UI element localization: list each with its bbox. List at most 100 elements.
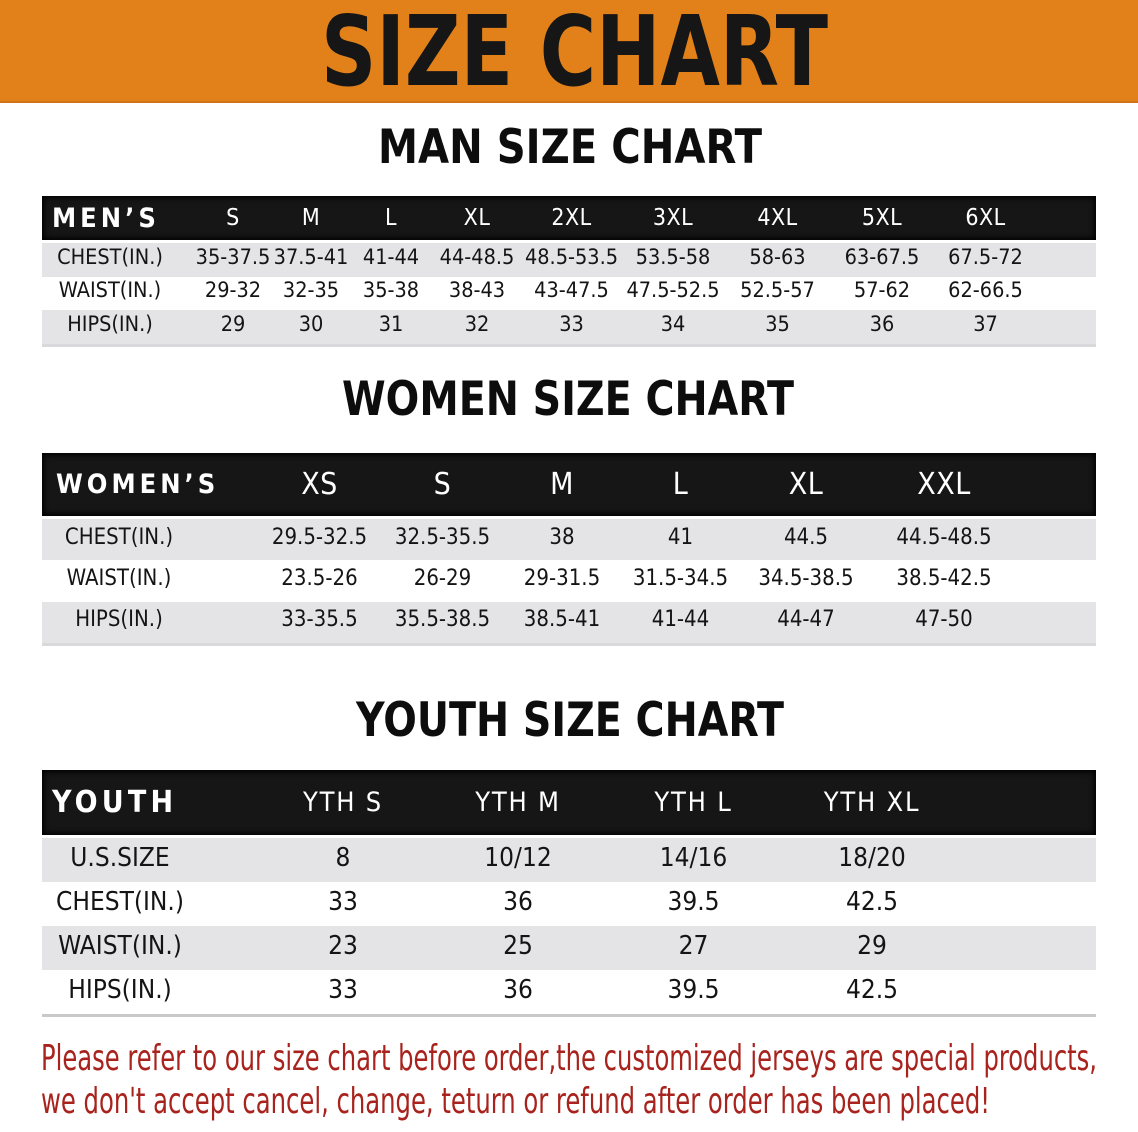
women-hips-row-label: HIPS(IN.) (75, 607, 163, 633)
youth-hips-value: 39.5 (667, 974, 720, 1005)
men-size-column-header: L (384, 205, 398, 231)
women-waist-value: 38.5-42.5 (896, 565, 992, 591)
men-size-column-header: 5XL (861, 205, 903, 231)
youth-size-column-header: YTH XL (823, 787, 921, 818)
women-hips-value: 41-44 (651, 607, 710, 633)
youth-size-column-header: YTH S (302, 787, 384, 818)
youth-waist-value: 29 (857, 930, 887, 961)
men-header-filler (1037, 196, 1096, 240)
men-hips-value: 31 (378, 312, 404, 338)
women-row-filler (1016, 558, 1096, 599)
women-table-bottom-edge (42, 643, 1096, 646)
men-row-filler (1037, 308, 1096, 342)
women-chest-value: 44.5-48.5 (896, 524, 992, 550)
men-hips-row-label: HIPS(IN.) (67, 312, 153, 338)
youth-hips-value: 36 (503, 974, 533, 1005)
youth-us-size-row-label: U.S.SIZE (70, 842, 170, 873)
youth-row-filler (962, 836, 1096, 880)
men-size-column-header: M (301, 205, 321, 231)
men-table-corner-label: MEN’S (52, 202, 160, 234)
men-hips-value: 37 (973, 312, 998, 338)
women-waist-value: 26-29 (413, 565, 472, 591)
youth-chest-row-label: CHEST(IN.) (56, 886, 184, 917)
women-chest-row: CHEST(IN.) 29.5-32.5 32.5-35.5 38 41 44.… (42, 517, 1096, 561)
youth-header-gap (42, 835, 1096, 838)
youth-hips-value: 42.5 (845, 974, 899, 1005)
women-row-filler (1016, 517, 1096, 558)
men-chest-value: 35-37.5 (195, 244, 271, 270)
men-chest-row: CHEST(IN.) 35-37.5 37.5-41 41-44 44-48.5… (42, 243, 1096, 277)
men-waist-value: 43-47.5 (534, 278, 609, 304)
men-chest-value: 53.5-58 (635, 244, 711, 270)
men-waist-value: 52.5-57 (740, 278, 815, 304)
men-size-column-header: XL (463, 205, 491, 231)
men-size-table: MEN’S S M L XL 2XL 3XL 4XL 5XL 6XL CHEST… (42, 196, 1096, 344)
men-hips-value: 36 (869, 312, 895, 338)
women-hips-row: HIPS(IN.) 33-35.5 35.5-38.5 38.5-41 41-4… (42, 599, 1096, 643)
men-waist-value: 47.5-52.5 (626, 278, 720, 304)
men-hips-value: 34 (660, 312, 686, 338)
youth-table-header-row: YOUTH YTH S YTH M YTH L YTH XL (42, 770, 1096, 835)
men-chest-value: 41-44 (362, 244, 420, 270)
youth-row-filler (962, 880, 1096, 924)
youth-us-size-value: 18/20 (838, 842, 906, 873)
men-size-column-header: 6XL (965, 205, 1006, 231)
women-waist-value: 31.5-34.5 (632, 565, 729, 591)
women-hips-value: 44-47 (777, 607, 835, 633)
men-chest-value: 63-67.5 (844, 244, 920, 270)
men-size-column-header: S (226, 205, 240, 231)
youth-chest-value: 33 (328, 886, 358, 917)
men-table-bottom-edge (42, 344, 1096, 347)
youth-hips-value: 33 (328, 974, 358, 1005)
youth-size-table: YOUTH YTH S YTH M YTH L YTH XL U.S.SIZE … (42, 770, 1096, 1014)
men-waist-row-label: WAIST(IN.) (58, 278, 162, 304)
youth-us-size-value: 10/12 (484, 842, 552, 873)
women-header-gap (42, 516, 1096, 519)
women-chest-row-label: CHEST(IN.) (64, 524, 174, 550)
youth-table-corner-label: YOUTH (52, 785, 178, 820)
women-chest-value: 38 (549, 524, 575, 550)
youth-row-filler (962, 968, 1096, 1012)
youth-waist-value: 25 (503, 930, 533, 961)
footer-note-line-2: we don't accept cancel, change, teturn o… (41, 1081, 990, 1122)
women-section-heading: WOMEN SIZE CHART (342, 371, 794, 427)
page-title: SIZE CHART (320, 0, 828, 108)
women-chest-value: 32.5-35.5 (394, 524, 491, 550)
men-table-header-row: MEN’S S M L XL 2XL 3XL 4XL 5XL 6XL (42, 196, 1096, 240)
men-waist-value: 35-38 (362, 278, 420, 304)
youth-us-size-value: 8 (335, 842, 351, 873)
men-hips-value: 35 (765, 312, 790, 338)
youth-chest-value: 39.5 (667, 886, 720, 917)
footer-note-line-1: Please refer to our size chart before or… (41, 1037, 1097, 1079)
youth-row-filler (962, 924, 1096, 968)
women-size-column-header: XXL (917, 467, 971, 502)
youth-waist-row: WAIST(IN.) 23 25 27 29 (42, 926, 1096, 970)
men-waist-value: 57-62 (853, 278, 911, 304)
men-waist-value: 62-66.5 (948, 278, 1023, 304)
women-header-filler (1016, 453, 1096, 516)
men-size-column-header: 2XL (551, 205, 592, 231)
men-hips-value: 33 (559, 312, 584, 338)
men-row-filler (1037, 274, 1096, 308)
men-chest-row-label: CHEST(IN.) (57, 244, 163, 270)
men-chest-value: 67.5-72 (948, 244, 1023, 270)
men-chest-value: 44-48.5 (439, 244, 515, 270)
women-waist-value: 34.5-38.5 (758, 565, 854, 591)
men-size-column-header: 3XL (652, 205, 694, 231)
women-row-filler (1016, 599, 1096, 640)
men-row-filler (1037, 241, 1096, 275)
women-table-header-row: WOMEN’S XS S M L XL XXL (42, 453, 1096, 516)
women-hips-value: 35.5-38.5 (394, 607, 491, 633)
men-waist-value: 38-43 (448, 278, 506, 304)
men-waist-row: WAIST(IN.) 29-32 32-35 35-38 38-43 43-47… (42, 277, 1096, 311)
women-hips-value: 33-35.5 (281, 607, 358, 633)
women-chest-value: 44.5 (783, 524, 829, 550)
women-size-column-header: L (672, 467, 689, 502)
women-size-column-header: XS (301, 467, 338, 502)
men-chest-value: 37.5-41 (273, 244, 349, 270)
youth-hips-row: HIPS(IN.) 33 36 39.5 42.5 (42, 970, 1096, 1014)
youth-size-column-header: YTH L (654, 787, 733, 818)
youth-waist-value: 27 (678, 930, 709, 961)
men-hips-value: 32 (464, 312, 490, 338)
men-chest-value: 58-63 (749, 244, 806, 270)
